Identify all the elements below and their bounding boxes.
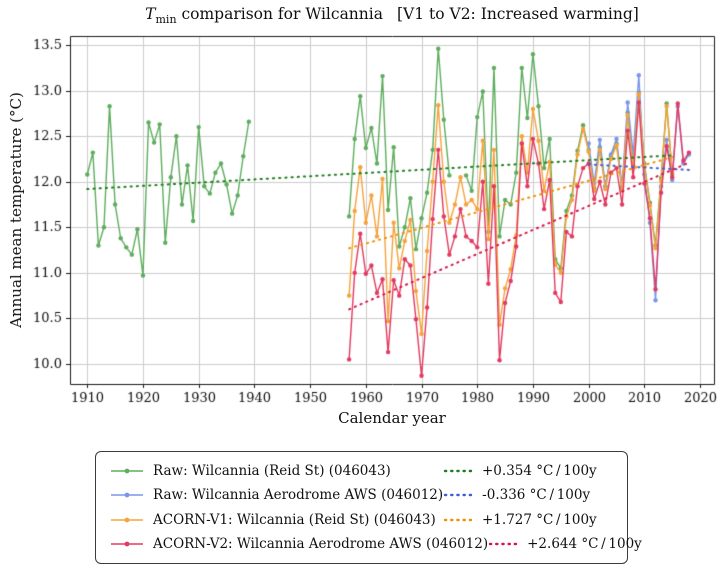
legend-row: Raw: Wilcannia Aerodrome AWS (046012) -0… xyxy=(110,487,613,503)
legend-row: ACORN-V1: Wilcannia (Reid St) (046043) +… xyxy=(110,512,613,528)
title-subscript: min xyxy=(155,13,177,27)
title-variable: T xyxy=(145,5,156,23)
dotted-line-sample-icon xyxy=(443,469,473,473)
legend-trend-raw-aws: -0.336 °C / 100y xyxy=(482,487,591,504)
legend-trend-acorn-v1: +1.727 °C / 100y xyxy=(482,511,597,528)
title-text: comparison for Wilcannia xyxy=(176,5,383,23)
line-marker-sample-icon xyxy=(111,517,143,523)
line-marker-sample-icon xyxy=(111,468,143,474)
dotted-line-sample-icon xyxy=(443,518,473,521)
legend-label-raw-reid: Raw: Wilcannia (Reid St) (046043) xyxy=(153,463,391,480)
legend-trend-acorn-v2: +2.644 °C / 100y xyxy=(527,535,642,552)
legend-label-acorn-v2: ACORN-V2: Wilcannia Aerodrome AWS (04601… xyxy=(153,535,489,552)
legend-row: ACORN-V2: Wilcannia Aerodrome AWS (04601… xyxy=(110,535,642,552)
legend-trend-raw-reid: +0.354 °C / 100y xyxy=(482,463,597,480)
line-marker-sample-icon xyxy=(111,492,143,498)
dotted-line-sample-icon xyxy=(488,542,518,546)
line-marker-sample-icon xyxy=(111,541,143,547)
legend-label-acorn-v1: ACORN-V1: Wilcannia (Reid St) (046043) xyxy=(153,511,436,528)
y-axis-label: Annual mean temperature (°C) xyxy=(7,92,25,328)
legend-row: Raw: Wilcannia (Reid St) (046043) +0.354… xyxy=(110,463,613,479)
title-bracket: [V1 to V2: Increased warming] xyxy=(396,5,639,23)
legend-box: Raw: Wilcannia (Reid St) (046043) +0.354… xyxy=(95,451,642,564)
chart-title: Tmin comparison for Wilcannia [V1 to V2: … xyxy=(70,5,714,26)
x-axis-label: Calendar year xyxy=(338,409,446,427)
dotted-line-sample-icon xyxy=(443,494,473,497)
legend-label-raw-aws: Raw: Wilcannia Aerodrome AWS (046012) xyxy=(153,487,444,504)
